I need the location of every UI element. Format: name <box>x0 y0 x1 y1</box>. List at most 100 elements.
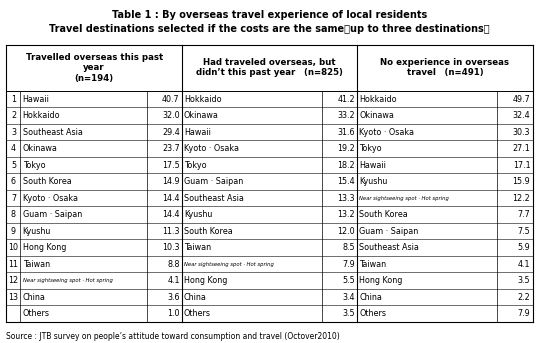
Text: 32.4: 32.4 <box>513 111 530 120</box>
Text: Kyushu: Kyushu <box>184 210 212 219</box>
Text: 2: 2 <box>11 111 16 120</box>
Text: Taiwan: Taiwan <box>360 260 386 269</box>
Text: Others: Others <box>360 309 386 318</box>
Text: Others: Others <box>23 309 50 318</box>
Text: 3.6: 3.6 <box>167 293 179 301</box>
Text: 3.4: 3.4 <box>342 293 355 301</box>
Text: China: China <box>360 293 382 301</box>
Text: 17.1: 17.1 <box>513 161 530 169</box>
Text: Hokkaido: Hokkaido <box>184 95 222 104</box>
Text: 7.9: 7.9 <box>342 260 355 269</box>
Text: 29.4: 29.4 <box>162 128 179 137</box>
Text: Taiwan: Taiwan <box>23 260 50 269</box>
Text: 12.2: 12.2 <box>513 193 530 203</box>
Text: Guam · Saipan: Guam · Saipan <box>23 210 82 219</box>
Text: Southeast Asia: Southeast Asia <box>360 243 419 252</box>
Text: South Korea: South Korea <box>360 210 408 219</box>
Text: Okinawa: Okinawa <box>184 111 219 120</box>
Text: 3: 3 <box>11 128 16 137</box>
Text: 17.5: 17.5 <box>162 161 179 169</box>
Text: 5: 5 <box>11 161 16 169</box>
Text: 8.5: 8.5 <box>342 243 355 252</box>
Text: China: China <box>184 293 207 301</box>
Text: 19.2: 19.2 <box>337 144 355 153</box>
Text: South Korea: South Korea <box>184 226 233 236</box>
Text: Kyoto · Osaka: Kyoto · Osaka <box>184 144 239 153</box>
Text: 12.0: 12.0 <box>337 226 355 236</box>
Text: 1: 1 <box>11 95 16 104</box>
Text: 32.0: 32.0 <box>162 111 179 120</box>
Text: Southeast Asia: Southeast Asia <box>184 193 244 203</box>
Text: 15.9: 15.9 <box>513 177 530 186</box>
Text: 7: 7 <box>11 193 16 203</box>
Text: No experience in overseas
travel (n=491): No experience in overseas travel (n=491) <box>381 58 509 78</box>
Text: China: China <box>23 293 45 301</box>
Text: 9: 9 <box>11 226 16 236</box>
Text: 14.9: 14.9 <box>162 177 179 186</box>
Text: Near sightseeing spot · Hot spring: Near sightseeing spot · Hot spring <box>184 261 274 267</box>
Text: Travelled overseas this past
year
(n=194): Travelled overseas this past year (n=194… <box>25 53 163 83</box>
Text: 8: 8 <box>11 210 16 219</box>
Text: 40.7: 40.7 <box>162 95 179 104</box>
Text: Tokyo: Tokyo <box>184 161 206 169</box>
Text: 7.7: 7.7 <box>517 210 530 219</box>
Text: 10.3: 10.3 <box>162 243 179 252</box>
Text: 27.1: 27.1 <box>513 144 530 153</box>
Text: 6: 6 <box>11 177 16 186</box>
Text: 13.3: 13.3 <box>337 193 355 203</box>
Text: 14.4: 14.4 <box>162 193 179 203</box>
Text: Had traveled overseas, but
didn’t this past year (n=825): Had traveled overseas, but didn’t this p… <box>196 58 343 78</box>
Text: Kyoto · Osaka: Kyoto · Osaka <box>360 128 414 137</box>
Text: 4.1: 4.1 <box>518 260 530 269</box>
Text: 23.7: 23.7 <box>162 144 179 153</box>
Text: Travel destinations selected if the costs are the same（up to three destinations）: Travel destinations selected if the cost… <box>49 24 490 34</box>
Text: Hawaii: Hawaii <box>360 161 386 169</box>
Text: Hawaii: Hawaii <box>184 128 211 137</box>
Text: 3.5: 3.5 <box>342 309 355 318</box>
Text: 7.9: 7.9 <box>517 309 530 318</box>
Text: 3.5: 3.5 <box>518 276 530 285</box>
Text: Taiwan: Taiwan <box>184 243 211 252</box>
Text: Tokyo: Tokyo <box>23 161 45 169</box>
Text: 14.4: 14.4 <box>162 210 179 219</box>
Text: Hokkaido: Hokkaido <box>360 95 397 104</box>
Text: Kyoto · Osaka: Kyoto · Osaka <box>23 193 78 203</box>
Text: 49.7: 49.7 <box>513 95 530 104</box>
Text: Okinawa: Okinawa <box>23 144 58 153</box>
Text: 18.2: 18.2 <box>337 161 355 169</box>
Text: 11.3: 11.3 <box>162 226 179 236</box>
Text: Hokkaido: Hokkaido <box>23 111 60 120</box>
Text: Guam · Saipan: Guam · Saipan <box>360 226 419 236</box>
Text: 11: 11 <box>9 260 18 269</box>
Text: Southeast Asia: Southeast Asia <box>23 128 82 137</box>
Text: Source : JTB survey on people’s attitude toward consumption and travel (Octover2: Source : JTB survey on people’s attitude… <box>6 332 340 341</box>
Text: 15.4: 15.4 <box>337 177 355 186</box>
Text: Guam · Saipan: Guam · Saipan <box>184 177 243 186</box>
Text: Hong Kong: Hong Kong <box>360 276 403 285</box>
Text: Near sightseeing spot · Hot spring: Near sightseeing spot · Hot spring <box>360 196 449 201</box>
Text: 30.3: 30.3 <box>513 128 530 137</box>
Text: 4: 4 <box>11 144 16 153</box>
Text: Kyushu: Kyushu <box>360 177 388 186</box>
Text: 2.2: 2.2 <box>517 293 530 301</box>
Text: Kyushu: Kyushu <box>23 226 51 236</box>
Text: 4.1: 4.1 <box>167 276 179 285</box>
Text: 1.0: 1.0 <box>167 309 179 318</box>
Text: 7.5: 7.5 <box>517 226 530 236</box>
Text: 31.6: 31.6 <box>337 128 355 137</box>
Text: 13: 13 <box>9 293 18 301</box>
Text: South Korea: South Korea <box>23 177 71 186</box>
Text: Hong Kong: Hong Kong <box>184 276 227 285</box>
Text: 13.2: 13.2 <box>337 210 355 219</box>
Text: Others: Others <box>184 309 211 318</box>
Text: Hong Kong: Hong Kong <box>23 243 66 252</box>
Text: Hawaii: Hawaii <box>23 95 50 104</box>
Text: 41.2: 41.2 <box>337 95 355 104</box>
Text: Near sightseeing spot · Hot spring: Near sightseeing spot · Hot spring <box>23 278 113 283</box>
Text: 10: 10 <box>9 243 18 252</box>
Text: 8.8: 8.8 <box>167 260 179 269</box>
Text: 5.5: 5.5 <box>342 276 355 285</box>
Text: Tokyo: Tokyo <box>360 144 382 153</box>
Text: 5.9: 5.9 <box>517 243 530 252</box>
Text: 12: 12 <box>9 276 18 285</box>
